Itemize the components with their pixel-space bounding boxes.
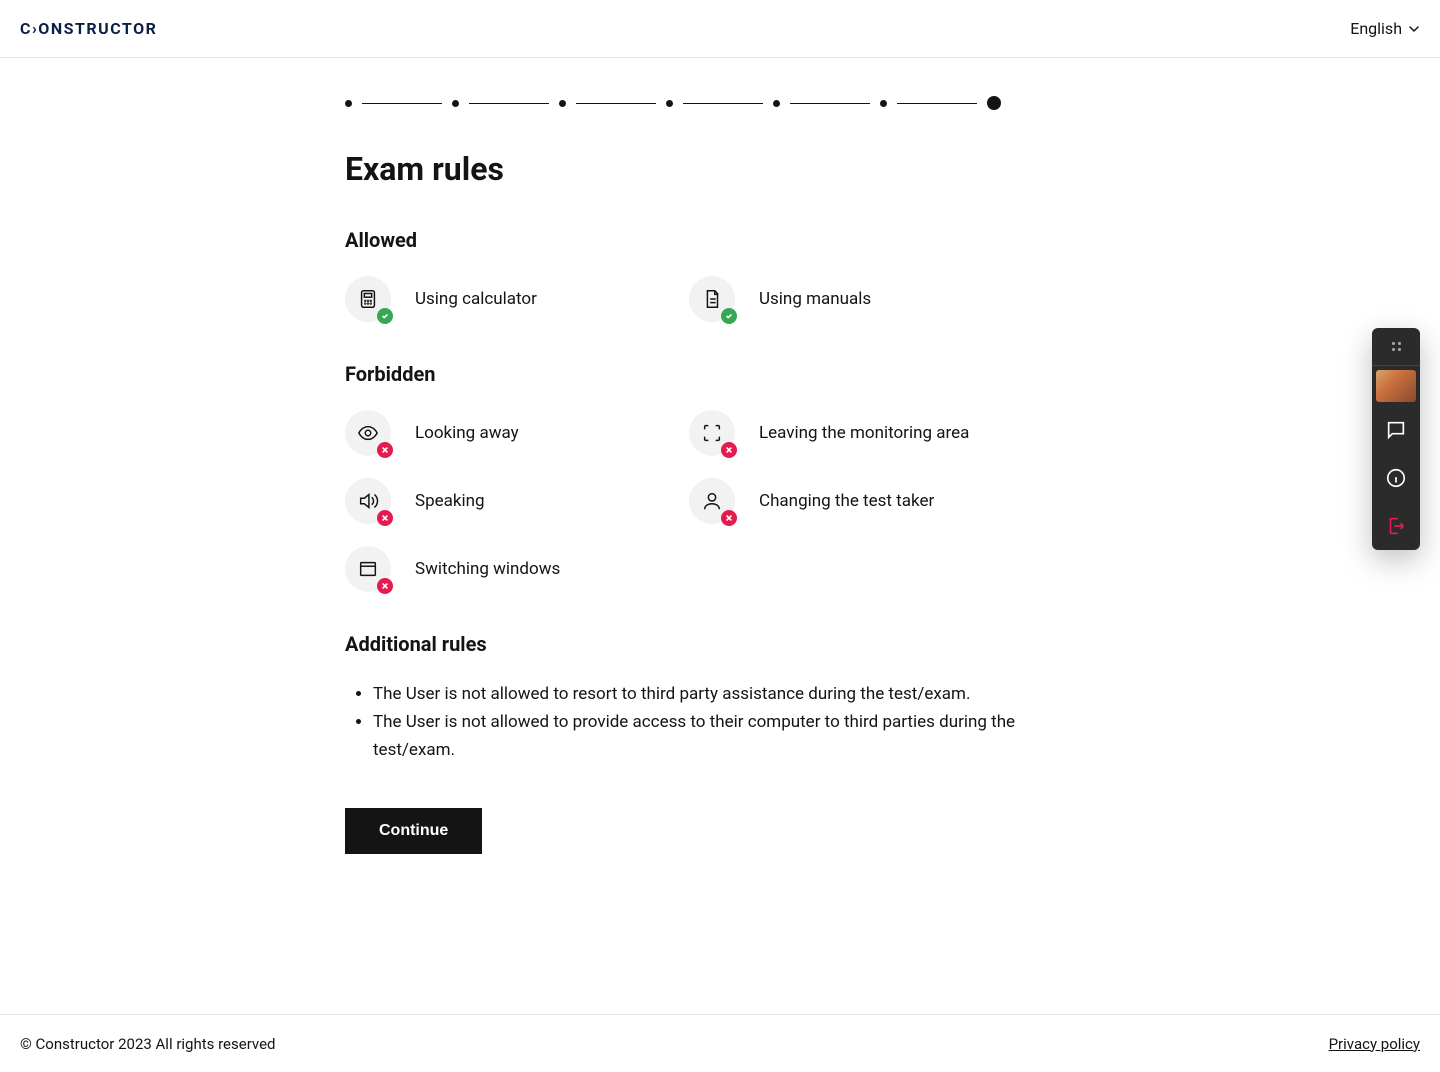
language-label: English [1350, 19, 1402, 38]
check-badge-icon [377, 308, 393, 324]
rule-item: Changing the test taker [689, 478, 1033, 524]
allowed-title: Allowed [345, 228, 1033, 252]
additional-title: Additional rules [345, 632, 1033, 656]
stepper-dot [773, 100, 780, 107]
stepper-dot [666, 100, 673, 107]
stepper-line [469, 103, 549, 104]
drag-handle[interactable] [1372, 328, 1420, 366]
speaker-icon [345, 478, 391, 524]
rule-item: Speaking [345, 478, 689, 524]
stepper-line [790, 103, 870, 104]
privacy-policy-link[interactable]: Privacy policy [1329, 1035, 1420, 1053]
additional-rule: The User is not allowed to resort to thi… [373, 680, 1033, 708]
monitor-area-icon [689, 410, 735, 456]
rule-label: Using calculator [415, 289, 537, 309]
stepper-line [683, 103, 763, 104]
stepper-line [362, 103, 442, 104]
logo: C›ONSTRUCTOR [20, 19, 157, 38]
stepper-line [897, 103, 977, 104]
check-badge-icon [721, 308, 737, 324]
stepper-dot-active [987, 96, 1001, 110]
document-icon [689, 276, 735, 322]
stepper-dot [559, 100, 566, 107]
cross-badge-icon [377, 578, 393, 594]
window-icon [345, 546, 391, 592]
header: C›ONSTRUCTOR English [0, 0, 1440, 58]
rule-label: Using manuals [759, 289, 871, 309]
calculator-icon [345, 276, 391, 322]
rule-label: Speaking [415, 491, 485, 511]
page-title: Exam rules [345, 150, 1033, 188]
info-icon [1385, 467, 1407, 489]
rule-item: Leaving the monitoring area [689, 410, 1033, 456]
language-switcher[interactable]: English [1350, 19, 1420, 38]
info-button[interactable] [1372, 454, 1420, 502]
eye-icon [345, 410, 391, 456]
rule-item: Switching windows [345, 546, 689, 592]
forbidden-grid: Looking away Leaving the monitoring area… [345, 410, 1033, 592]
rule-label: Changing the test taker [759, 491, 934, 511]
copyright: © Constructor 2023 All rights reserved [20, 1035, 276, 1053]
rule-label: Switching windows [415, 559, 560, 579]
chat-button[interactable] [1372, 406, 1420, 454]
chat-icon [1385, 419, 1407, 441]
stepper-dot [452, 100, 459, 107]
forbidden-title: Forbidden [345, 362, 1033, 386]
stepper-line [576, 103, 656, 104]
cross-badge-icon [721, 510, 737, 526]
content: Exam rules Allowed Using calculator Usin… [345, 96, 1033, 854]
rule-item: Using calculator [345, 276, 689, 322]
rule-label: Looking away [415, 423, 519, 443]
chevron-down-icon [1408, 23, 1420, 35]
additional-rule: The User is not allowed to provide acces… [373, 708, 1033, 764]
continue-button[interactable]: Continue [345, 808, 482, 854]
additional-rules-list: The User is not allowed to resort to thi… [345, 680, 1033, 764]
webcam-image [1376, 370, 1416, 402]
main: Exam rules Allowed Using calculator Usin… [0, 58, 1440, 1014]
rule-label: Leaving the monitoring area [759, 423, 969, 443]
stepper [345, 96, 1033, 110]
drag-handle-icon [1392, 342, 1401, 351]
exit-button[interactable] [1372, 502, 1420, 550]
rule-item: Looking away [345, 410, 689, 456]
stepper-dot [880, 100, 887, 107]
cross-badge-icon [377, 510, 393, 526]
person-icon [689, 478, 735, 524]
allowed-grid: Using calculator Using manuals [345, 276, 1033, 322]
webcam-preview[interactable] [1372, 366, 1420, 406]
cross-badge-icon [377, 442, 393, 458]
proctor-side-panel[interactable] [1372, 328, 1420, 550]
footer: © Constructor 2023 All rights reserved P… [0, 1014, 1440, 1072]
cross-badge-icon [721, 442, 737, 458]
stepper-dot [345, 100, 352, 107]
exit-icon [1385, 515, 1407, 537]
rule-item: Using manuals [689, 276, 1033, 322]
